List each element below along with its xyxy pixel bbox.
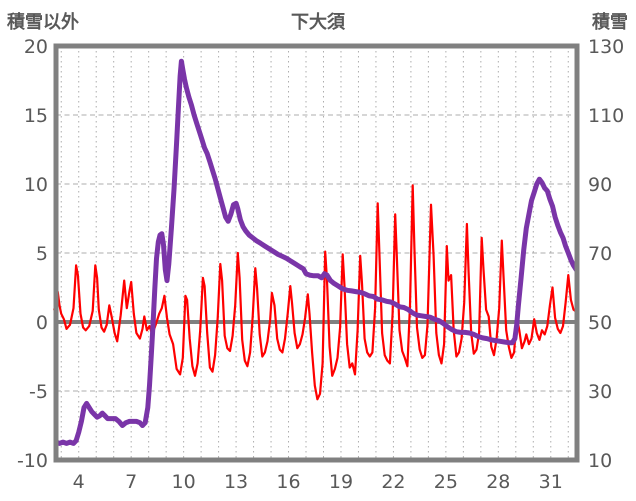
gridlines xyxy=(56,46,577,460)
left-axis-tick-label: 5 xyxy=(36,243,48,265)
right-axis-tick-label: 130 xyxy=(588,36,624,58)
series-purple-line xyxy=(53,58,580,446)
series-red-line xyxy=(53,184,579,401)
left-axis-tick-label: 15 xyxy=(24,105,48,127)
x-axis-tick-label: 31 xyxy=(539,471,563,493)
x-axis-tick-label: 10 xyxy=(172,471,196,493)
left-axis-tick-label: 20 xyxy=(24,36,48,58)
left-axis-tick-label: 10 xyxy=(24,174,48,196)
x-axis-tick-label: 13 xyxy=(224,471,248,493)
right-axis-tick-label: 90 xyxy=(588,174,612,196)
right-axis-tick-label: 10 xyxy=(588,450,612,472)
left-axis-tick-label: -10 xyxy=(17,450,48,472)
plot-border xyxy=(53,43,580,463)
right-axis-tick-label: 50 xyxy=(588,312,612,334)
chart-title: 下大須 xyxy=(291,12,345,33)
right-axis-tick-label: 110 xyxy=(588,105,624,127)
right-axis-tick-label: 70 xyxy=(588,243,612,265)
x-axis-tick-label: 22 xyxy=(381,471,405,493)
x-axis-tick-label: 7 xyxy=(125,471,137,493)
left-axis-title: 積雪以外 xyxy=(7,12,79,33)
right-axis-tick-label: 30 xyxy=(588,381,612,403)
x-axis-tick-label: 19 xyxy=(329,471,353,493)
x-axis-tick-label: 28 xyxy=(486,471,510,493)
x-axis-tick-label: 16 xyxy=(276,471,300,493)
right-axis-title: 積雪 xyxy=(592,12,628,33)
left-axis-tick-label: 0 xyxy=(36,312,48,334)
left-axis-tick-label: -5 xyxy=(29,381,48,403)
x-axis-tick-label: 25 xyxy=(434,471,458,493)
x-axis-tick-label: 4 xyxy=(73,471,85,493)
